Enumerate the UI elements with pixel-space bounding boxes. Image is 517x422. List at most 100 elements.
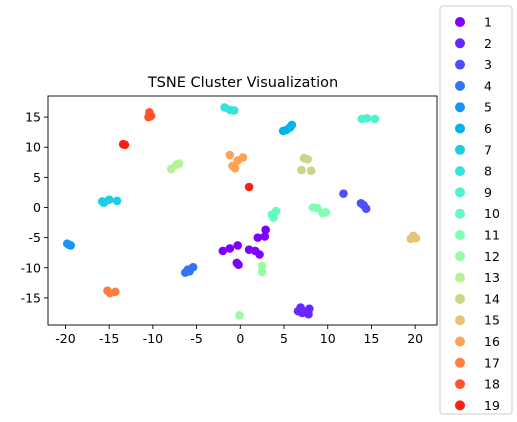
x-tick-label: -20 xyxy=(55,331,75,346)
legend-marker-15 xyxy=(455,315,465,326)
legend-label: 5 xyxy=(484,100,492,115)
data-point-series-1 xyxy=(261,225,270,235)
legend-marker-13 xyxy=(455,272,465,283)
y-tick-label: 10 xyxy=(25,140,41,155)
y-tick-label: -10 xyxy=(21,260,41,275)
legend-marker-19 xyxy=(455,400,465,411)
legend-label: 4 xyxy=(484,78,492,93)
data-point-series-1 xyxy=(260,232,270,241)
x-tick-label: 15 xyxy=(363,331,379,346)
legend-label: 7 xyxy=(484,142,492,157)
legend-marker-18 xyxy=(455,379,465,390)
legend-marker-1 xyxy=(455,17,465,27)
data-point-series-3 xyxy=(339,189,348,198)
data-point-series-1 xyxy=(253,233,263,242)
data-point-series-16 xyxy=(225,150,235,160)
data-point-series-16 xyxy=(230,164,240,173)
data-point-series-12 xyxy=(257,261,267,271)
legend-marker-10 xyxy=(455,208,465,219)
legend-label: 3 xyxy=(484,57,492,72)
legend-label: 19 xyxy=(484,398,500,413)
data-point-series-1 xyxy=(234,260,243,270)
legend-marker-17 xyxy=(455,357,465,368)
y-tick-label: 15 xyxy=(25,110,41,125)
data-point-series-5 xyxy=(66,241,76,250)
x-tick-label: 10 xyxy=(320,331,336,346)
legend-marker-2 xyxy=(455,38,465,49)
x-tick-label: 0 xyxy=(236,331,244,346)
legend-marker-9 xyxy=(455,187,465,198)
legend-label: 9 xyxy=(484,185,492,200)
data-point-series-6 xyxy=(287,120,297,130)
data-point-series-8 xyxy=(229,106,239,115)
data-point-series-19 xyxy=(120,140,130,150)
legend-label: 13 xyxy=(484,270,500,285)
data-point-series-10 xyxy=(269,213,278,223)
data-point-series-1 xyxy=(255,250,264,259)
y-tick-label: 5 xyxy=(33,170,41,185)
y-tick-label: 0 xyxy=(33,200,41,215)
data-point-series-9 xyxy=(370,114,380,124)
data-point-series-9 xyxy=(362,114,372,123)
x-tick-label: -10 xyxy=(143,331,163,346)
data-point-series-15 xyxy=(411,233,421,243)
legend-label: 14 xyxy=(484,291,500,306)
data-point-series-18 xyxy=(144,112,153,122)
data-point-series-14 xyxy=(297,165,306,175)
data-point-series-1 xyxy=(225,244,235,253)
points-layer xyxy=(62,103,421,320)
x-tick-label: 20 xyxy=(407,331,423,346)
data-point-series-11 xyxy=(321,208,331,217)
data-point-series-13 xyxy=(174,159,184,168)
legend-marker-4 xyxy=(455,80,465,91)
x-tick-label: -15 xyxy=(99,331,119,346)
legend-label: 16 xyxy=(484,334,500,349)
legend-marker-16 xyxy=(455,336,465,347)
legend-label: 2 xyxy=(484,36,492,51)
x-tick-label: -5 xyxy=(190,331,202,346)
y-axis: -15 -10 -5 0 5 10 15 xyxy=(21,110,48,305)
data-point-series-3 xyxy=(361,204,371,213)
legend-label: 12 xyxy=(484,249,500,264)
data-point-series-17 xyxy=(111,287,120,297)
legend-label: 18 xyxy=(484,377,500,392)
x-axis: -20 -15 -10 -5 0 5 10 15 20 xyxy=(55,325,423,346)
data-point-series-4 xyxy=(188,262,198,272)
data-point-series-14 xyxy=(306,166,316,176)
data-point-series-12 xyxy=(257,267,267,277)
legend-label: 15 xyxy=(484,313,500,328)
legend-marker-14 xyxy=(455,293,465,304)
data-point-series-1 xyxy=(233,241,242,250)
data-point-series-7 xyxy=(104,195,114,204)
y-tick-label: -15 xyxy=(21,290,41,305)
legend-marker-3 xyxy=(455,59,465,70)
data-point-series-7 xyxy=(112,196,122,206)
legend-marker-6 xyxy=(455,123,465,134)
data-point-series-2 xyxy=(305,304,314,314)
data-point-series-16 xyxy=(238,153,248,162)
legend-label: 1 xyxy=(484,15,492,30)
legend-marker-5 xyxy=(455,102,465,113)
legend-label: 6 xyxy=(484,121,492,136)
legend-label: 17 xyxy=(484,355,500,370)
chart-title: TSNE Cluster Visualization xyxy=(147,75,338,91)
y-tick-label: -5 xyxy=(29,230,41,245)
plot-frame xyxy=(47,95,438,326)
legend-label: 10 xyxy=(484,206,500,221)
x-tick-label: 5 xyxy=(280,331,288,346)
legend-marker-12 xyxy=(455,251,465,262)
data-point-series-1 xyxy=(218,246,228,256)
data-point-series-12 xyxy=(235,311,244,320)
data-point-series-14 xyxy=(303,154,312,164)
data-point-series-19 xyxy=(244,182,254,192)
legend-marker-8 xyxy=(455,166,465,177)
legend-label: 11 xyxy=(484,228,500,243)
legend-marker-7 xyxy=(455,144,465,155)
data-point-series-10 xyxy=(271,206,281,216)
legend-marker-11 xyxy=(455,230,465,240)
legend-box xyxy=(439,5,513,415)
legend-label: 8 xyxy=(484,164,492,179)
